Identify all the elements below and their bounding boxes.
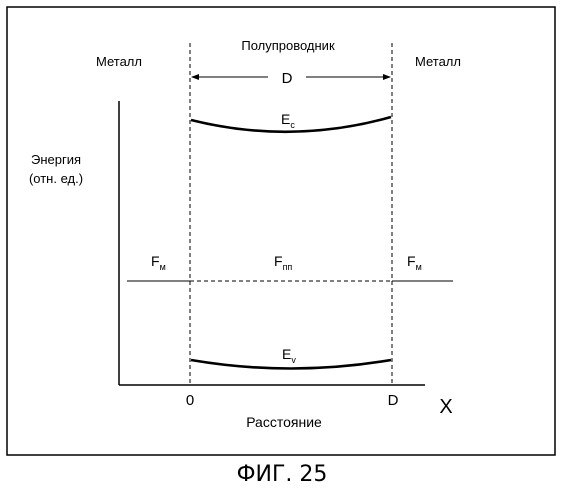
- distance-axis-label: Расстояние: [246, 414, 322, 430]
- width-arrow-left-head: [191, 74, 199, 80]
- band-diagram: Полупроводник Металл Металл D Энергия (о…: [0, 0, 564, 460]
- x-origin-label: 0: [186, 392, 194, 409]
- fermi-semiconductor-label: Fпп: [274, 253, 292, 272]
- metal-right-label: Металл: [415, 54, 461, 69]
- x-end-label: D: [388, 392, 399, 409]
- figure-caption: ФИГ. 25: [0, 462, 564, 487]
- metal-left-label: Металл: [96, 54, 142, 69]
- conduction-band-label: Ec: [281, 111, 295, 130]
- width-arrow-right-head: [383, 74, 391, 80]
- semiconductor-label: Полупроводник: [241, 38, 335, 53]
- x-axis-label: X: [439, 396, 452, 418]
- fermi-metal-left-label: Fм: [151, 253, 166, 272]
- valence-band-label: Ev: [282, 346, 296, 365]
- width-label: D: [282, 70, 293, 87]
- energy-axis-label: Энергия: [31, 152, 81, 167]
- energy-axis-units: (отн. ед.): [29, 171, 83, 186]
- fermi-metal-right-label: Fм: [407, 253, 422, 272]
